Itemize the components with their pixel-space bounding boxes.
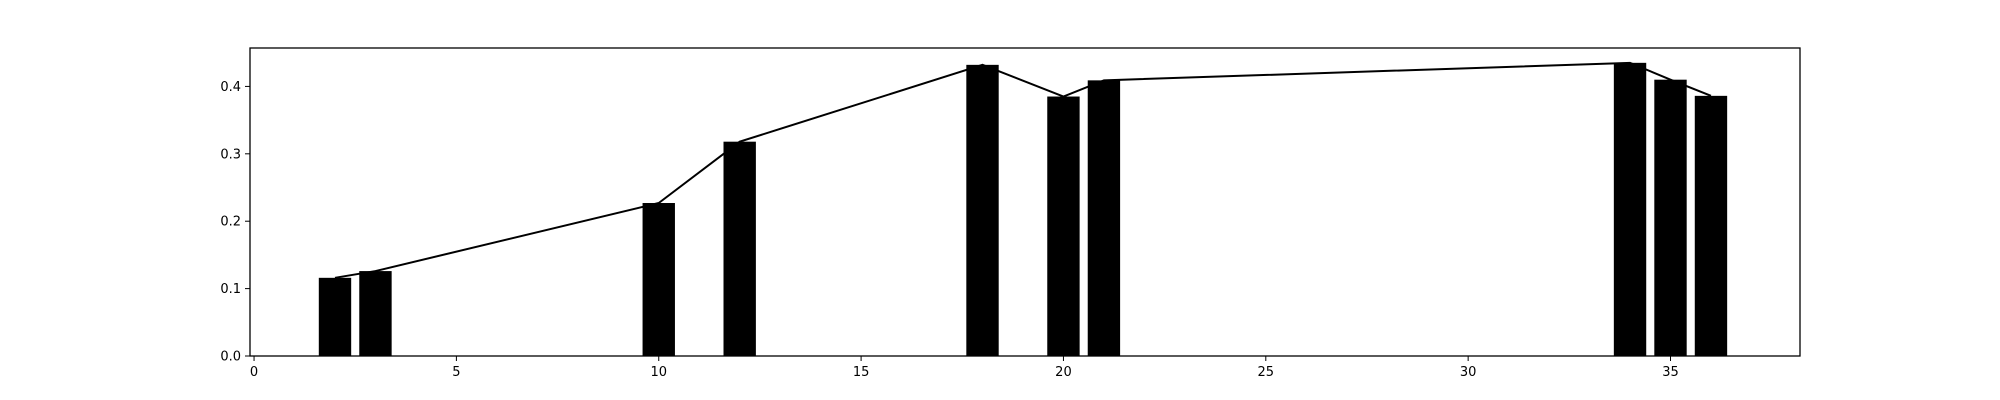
plot-frame bbox=[249, 47, 1801, 357]
y-tick-label-0.2: 0.2 bbox=[220, 215, 241, 230]
x-tick-label-0: 0 bbox=[250, 365, 258, 380]
x-axis: 0 5 10 15 20 25 30 35 bbox=[250, 356, 1679, 380]
x-tick-label-5: 5 bbox=[452, 365, 460, 380]
bar-35 bbox=[1654, 79, 1687, 357]
bar-18 bbox=[966, 64, 999, 356]
x-tick-label-15: 15 bbox=[853, 365, 870, 380]
y-tick-label-0.0: 0.0 bbox=[220, 350, 241, 365]
y-tick-label-0.3: 0.3 bbox=[220, 147, 241, 162]
y-tick-label-0.4: 0.4 bbox=[220, 80, 241, 95]
x-tick-label-20: 20 bbox=[1055, 365, 1072, 380]
y-axis: 0.0 0.1 0.2 0.3 0.4 bbox=[220, 80, 250, 365]
x-tick-label-25: 25 bbox=[1258, 365, 1275, 380]
bar-12 bbox=[723, 141, 756, 356]
x-tick-label-35: 35 bbox=[1662, 365, 1679, 380]
bar-10 bbox=[642, 203, 675, 356]
x-tick-label-10: 10 bbox=[650, 365, 667, 380]
bar-20 bbox=[1047, 96, 1080, 356]
bar-21 bbox=[1087, 80, 1121, 356]
bars-group bbox=[318, 62, 1728, 357]
bar-2 bbox=[318, 277, 352, 356]
y-tick-label-0.1: 0.1 bbox=[220, 282, 241, 297]
bar-36 bbox=[1694, 95, 1728, 356]
bar-34 bbox=[1613, 62, 1647, 356]
overlay-line bbox=[334, 61, 1712, 279]
x-tick-label-30: 30 bbox=[1460, 365, 1477, 380]
bar-3 bbox=[359, 271, 392, 356]
